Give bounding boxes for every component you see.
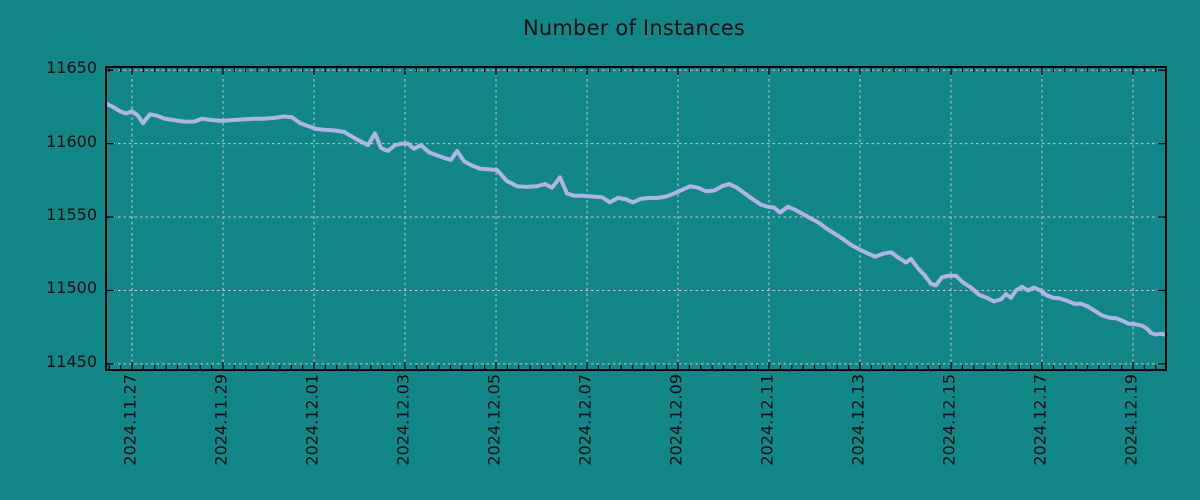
x-tick-label: 2024.12.07 — [576, 374, 595, 466]
x-tick-label: 2024.12.17 — [1030, 374, 1049, 466]
x-tick-label-text: 2024.12.19 — [1121, 374, 1141, 466]
x-tick-label-text: 2024.12.17 — [1030, 374, 1050, 466]
x-tick-label-text: 2024.12.05 — [484, 374, 504, 466]
y-tick-label: 11600 — [46, 131, 97, 151]
data-line — [107, 102, 1165, 337]
x-tick-label: 2024.12.01 — [303, 374, 322, 466]
x-tick-label: 2024.12.03 — [394, 374, 413, 466]
x-tick-label-text: 2024.12.09 — [666, 374, 686, 466]
x-tick-label: 2024.12.15 — [939, 374, 958, 466]
y-tick-label: 11550 — [46, 205, 97, 225]
y-tick-label: 11650 — [46, 58, 97, 78]
x-tick-label: 2024.12.09 — [667, 374, 686, 466]
x-tick-label: 2024.11.27 — [120, 374, 139, 466]
x-tick-label-text: 2024.11.29 — [211, 374, 231, 466]
x-tick-label: 2024.12.11 — [757, 374, 776, 466]
x-tick-label-text: 2024.12.07 — [575, 374, 595, 466]
x-tick-label: 2024.12.19 — [1122, 374, 1141, 466]
x-tick-label: 2024.12.13 — [848, 374, 867, 466]
x-tick-label-text: 2024.12.01 — [302, 374, 322, 466]
x-tick-label-text: 2024.11.27 — [120, 374, 140, 466]
y-tick-label: 11500 — [46, 278, 97, 298]
x-tick-label: 2024.11.29 — [212, 374, 231, 466]
plot-area — [105, 66, 1167, 371]
x-tick-label-text: 2024.12.15 — [939, 374, 959, 466]
x-tick-label: 2024.12.05 — [485, 374, 504, 466]
y-tick-label: 11450 — [46, 351, 97, 371]
x-tick-label-text: 2024.12.13 — [848, 374, 868, 466]
plot-canvas — [107, 68, 1165, 369]
chart-title: Number of Instances — [522, 16, 745, 40]
x-tick-label-text: 2024.12.11 — [757, 374, 777, 466]
x-tick-label-text: 2024.12.03 — [393, 374, 413, 466]
